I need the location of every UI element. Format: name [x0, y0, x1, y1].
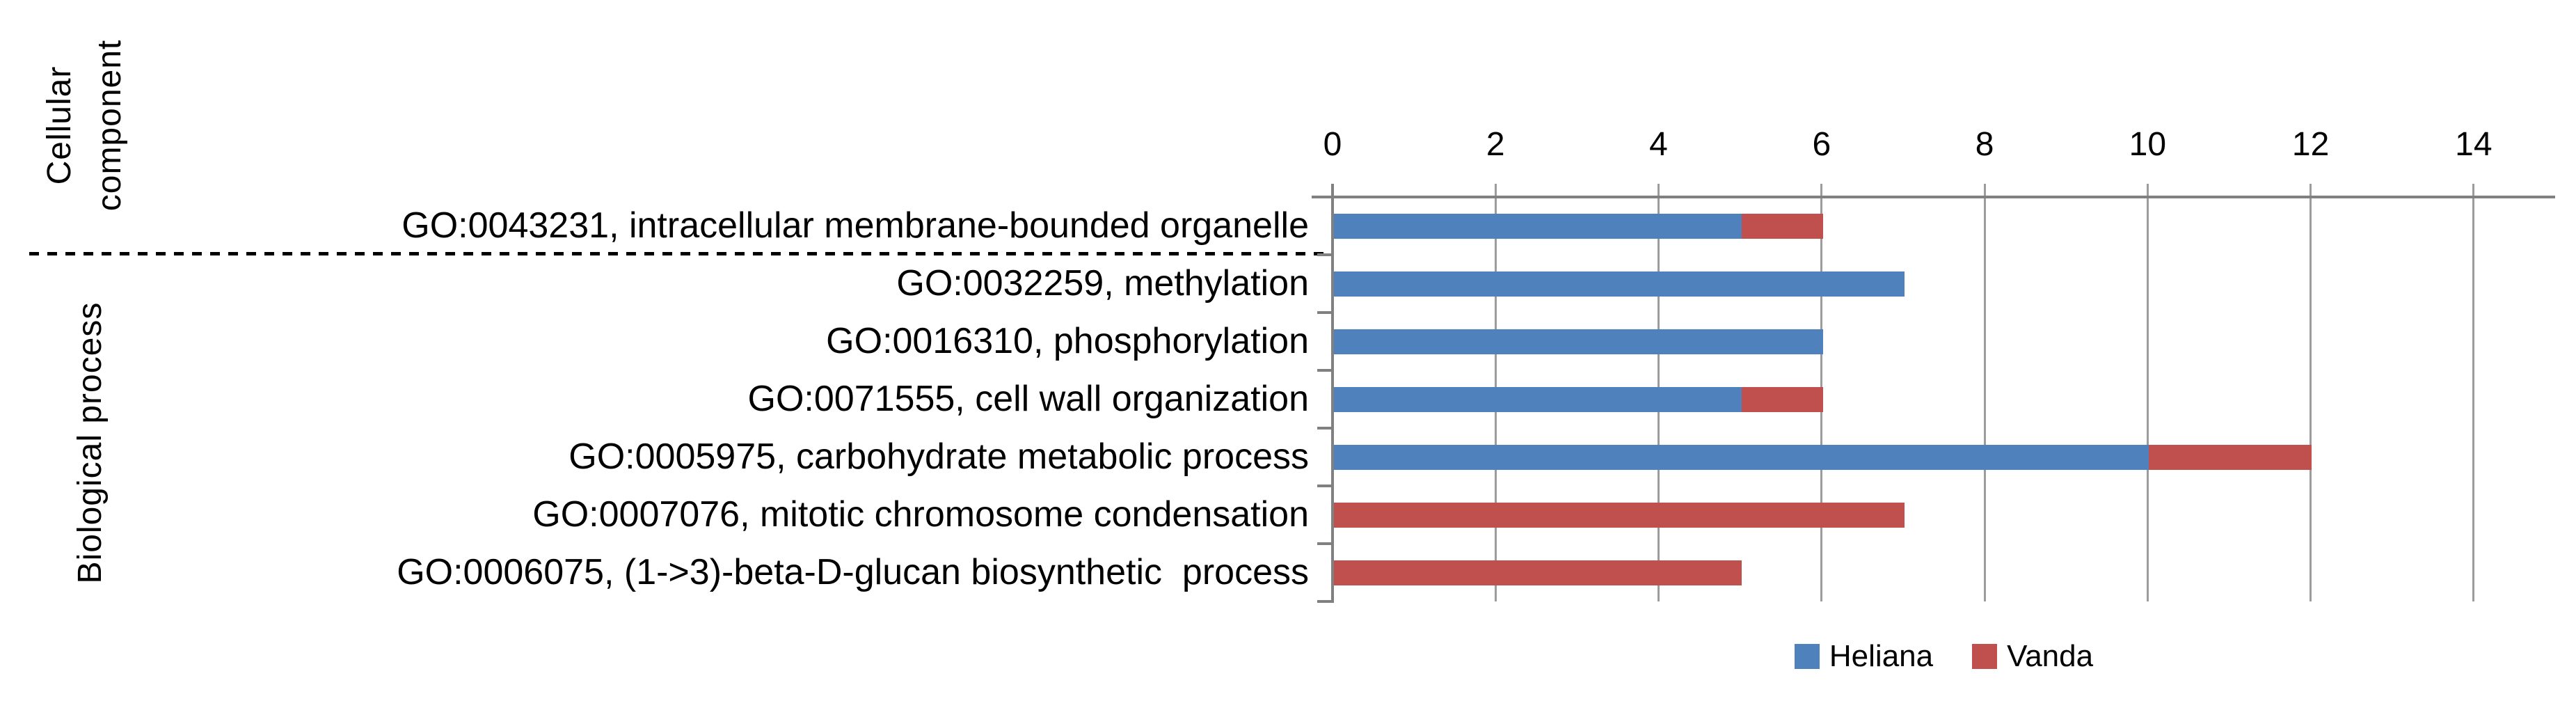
category-axis-line	[1331, 184, 1334, 603]
x-tick-label: 2	[1486, 126, 1505, 163]
legend-swatch-heliana	[1794, 644, 1820, 669]
bar-segment-heliana	[1334, 213, 1742, 239]
gridline	[1983, 184, 1986, 601]
x-tick-label: 6	[1812, 126, 1831, 163]
x-tick-label: 0	[1323, 126, 1342, 163]
legend-label: Vanda	[2007, 639, 2094, 673]
group-label-cellular-component: Cellular component	[35, 10, 139, 240]
value-axis-line	[1312, 196, 2555, 198]
category-axis-tick	[1317, 427, 1334, 430]
legend: Heliana Vanda	[1333, 639, 2555, 674]
category-axis-tick	[1317, 485, 1334, 487]
category-axis-tick	[1317, 253, 1334, 256]
bar-segment-vanda	[1742, 213, 1823, 239]
group-label-line: Biological process	[72, 301, 109, 584]
bar-segment-heliana	[1334, 444, 2149, 470]
bar-segment-vanda	[2149, 444, 2312, 470]
category-label: GO:0071555, cell wall organization	[747, 379, 1309, 419]
category-label: GO:0007076, mitotic chromosome condensat…	[532, 494, 1309, 535]
x-tick-label: 10	[2129, 126, 2167, 163]
category-axis-tick	[1317, 600, 1334, 603]
gridline	[2472, 184, 2475, 601]
group-separator-line	[29, 252, 1333, 255]
category-label: GO:0043231, intracellular membrane-bound…	[401, 205, 1309, 246]
legend-item-vanda: Vanda	[1972, 639, 2093, 674]
bar-segment-vanda	[1334, 502, 1905, 528]
bar-segment-vanda	[1742, 386, 1823, 412]
category-axis-tick	[1317, 369, 1334, 372]
bar-segment-heliana	[1334, 329, 1823, 354]
x-tick-label: 8	[1975, 126, 1994, 163]
x-tick-label: 12	[2291, 126, 2330, 163]
gridline	[2146, 184, 2149, 601]
category-label: GO:0032259, methylation	[896, 263, 1309, 304]
x-tick-label: 4	[1649, 126, 1668, 163]
category-label: GO:0005975, carbohydrate metabolic proce…	[569, 436, 1309, 477]
category-axis-tick	[1317, 542, 1334, 545]
legend-item-heliana: Heliana	[1794, 639, 1934, 674]
category-label: GO:0006075, (1->3)-beta-D-glucan biosynt…	[397, 552, 1309, 592]
group-label-line: Cellular	[41, 65, 78, 185]
category-axis-tick	[1317, 196, 1334, 198]
legend-label: Heliana	[1829, 639, 1934, 673]
group-label-line: component	[91, 39, 128, 212]
legend-swatch-vanda	[1972, 644, 1998, 669]
group-label-biological-process: Biological process	[65, 269, 116, 617]
bar-segment-vanda	[1334, 560, 1742, 585]
bar-segment-heliana	[1334, 386, 1742, 412]
category-label: GO:0016310, phosphorylation	[826, 321, 1309, 361]
bar-segment-heliana	[1334, 271, 1905, 297]
x-tick-label: 14	[2455, 126, 2492, 163]
gridline	[2309, 184, 2312, 601]
category-axis-tick	[1317, 311, 1334, 314]
